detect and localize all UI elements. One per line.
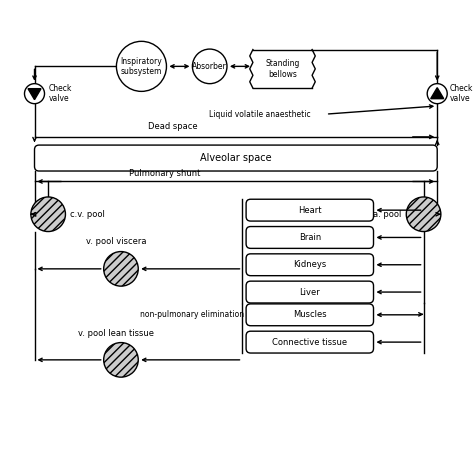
Text: Absorber: Absorber <box>192 62 227 71</box>
Text: Dead space: Dead space <box>148 122 198 131</box>
FancyBboxPatch shape <box>246 331 374 353</box>
Text: v. pool lean tissue: v. pool lean tissue <box>78 329 155 338</box>
FancyBboxPatch shape <box>246 304 374 326</box>
Text: Heart: Heart <box>298 206 321 215</box>
Text: Brain: Brain <box>299 233 321 242</box>
Text: Muscles: Muscles <box>293 310 327 319</box>
Text: v. pool viscera: v. pool viscera <box>86 237 146 246</box>
Text: Liquid volatile anaesthetic: Liquid volatile anaesthetic <box>209 109 310 118</box>
Circle shape <box>192 49 227 83</box>
Circle shape <box>427 83 447 104</box>
Text: Pulmonary shunt: Pulmonary shunt <box>128 169 200 178</box>
Circle shape <box>117 41 166 91</box>
Text: non-pulmonary elimination: non-pulmonary elimination <box>140 310 244 319</box>
Text: Standing
bellows: Standing bellows <box>265 59 300 79</box>
Text: Liver: Liver <box>300 288 320 297</box>
Circle shape <box>31 197 65 231</box>
Text: a. pool: a. pool <box>374 210 402 219</box>
Text: Alveolar space: Alveolar space <box>200 153 272 163</box>
Circle shape <box>25 83 45 104</box>
Text: Kidneys: Kidneys <box>293 260 327 269</box>
FancyBboxPatch shape <box>35 145 437 171</box>
Text: Check
valve: Check valve <box>449 84 473 103</box>
Circle shape <box>406 197 441 231</box>
FancyBboxPatch shape <box>246 227 374 248</box>
FancyBboxPatch shape <box>246 199 374 221</box>
Polygon shape <box>28 89 41 100</box>
Text: Connective tissue: Connective tissue <box>272 337 347 346</box>
Polygon shape <box>431 88 444 99</box>
FancyBboxPatch shape <box>246 281 374 303</box>
Text: Inspiratory
subsystem: Inspiratory subsystem <box>120 57 162 76</box>
FancyBboxPatch shape <box>246 254 374 276</box>
Text: Check
valve: Check valve <box>49 84 73 103</box>
Circle shape <box>104 343 138 377</box>
Text: c.v. pool: c.v. pool <box>70 210 105 219</box>
Circle shape <box>104 252 138 286</box>
